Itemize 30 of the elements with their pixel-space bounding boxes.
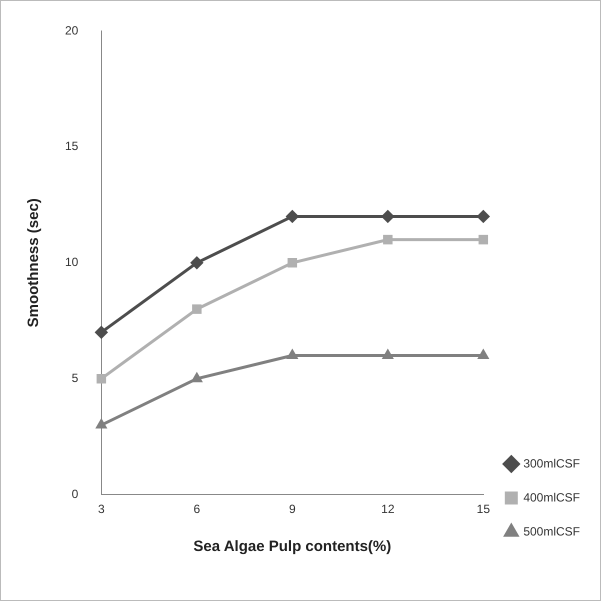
- point: [382, 349, 394, 360]
- point: [190, 256, 204, 270]
- point: [381, 210, 394, 223]
- x-tick-label: 9: [288, 502, 296, 516]
- point: [286, 349, 298, 360]
- y-tick-label: 5: [72, 371, 79, 386]
- x-tick-label: 15: [476, 502, 490, 516]
- x-tick-label: 3: [98, 502, 106, 516]
- point: [476, 210, 490, 223]
- point: [478, 234, 488, 244]
- point: [383, 234, 393, 244]
- y-tick-label: 0: [72, 486, 79, 501]
- x-axis-title: Sea Algae Pulp contents(%): [193, 538, 392, 556]
- legend-label: 300mlCSF: [523, 456, 580, 470]
- y-tick-label: 10: [64, 255, 79, 270]
- point: [478, 349, 490, 360]
- point: [191, 372, 203, 382]
- y-axis-title: Smoothness (sec): [25, 198, 42, 328]
- point: [96, 418, 108, 429]
- y-tick-label: 20: [64, 23, 79, 38]
- point: [94, 326, 108, 339]
- legend-label: 400mlCSF: [523, 490, 580, 504]
- x-tick-label: 12: [381, 502, 395, 516]
- x-tick-label: 6: [193, 502, 200, 516]
- point: [96, 374, 106, 384]
- point: [192, 304, 202, 314]
- point: [288, 258, 298, 268]
- point: [286, 210, 299, 223]
- legend-label: 500mlCSF: [523, 524, 580, 538]
- y-tick-label: 15: [64, 139, 79, 154]
